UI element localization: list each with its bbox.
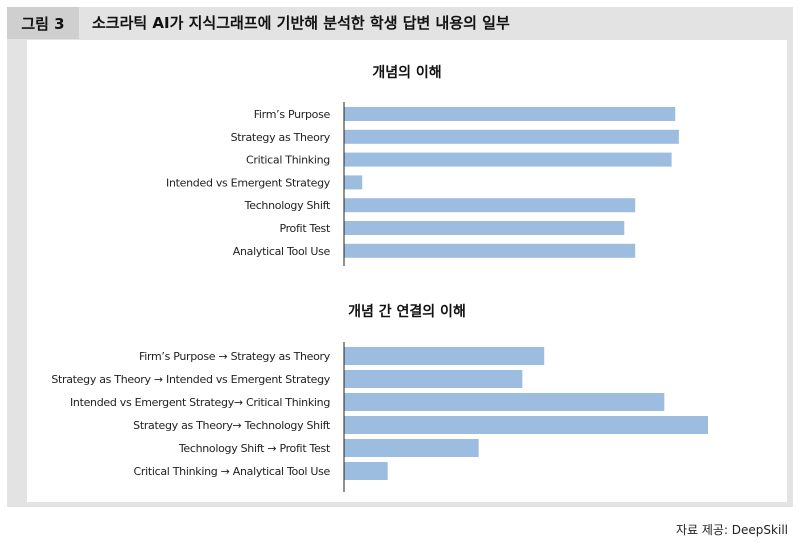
chart-2-bar xyxy=(344,393,665,411)
chart-1-bar xyxy=(344,152,672,167)
chart-2-category-label: Technology Shift → Profit Test xyxy=(178,442,331,455)
figure-header: 그림 3 소크라틱 AI가 지식그래프에 기반해 분석한 학생 답변 내용의 일… xyxy=(7,7,793,39)
figure-title: 소크라틱 AI가 지식그래프에 기반해 분석한 학생 답변 내용의 일부 xyxy=(92,14,510,32)
chart-1-category-label: Firm’s Purpose xyxy=(254,108,331,121)
chart-2-bar xyxy=(344,416,708,434)
chart-1-category-label: Intended vs Emergent Strategy xyxy=(166,176,331,189)
chart-2-title: 개념 간 연결의 이해 xyxy=(348,303,466,320)
chart-1-category-label: Analytical Tool Use xyxy=(233,245,331,258)
chart-1-category-label: Profit Test xyxy=(279,222,331,235)
chart-panel: 개념의 이해 Firm’s Purpose Strategy as Theory Cr… xyxy=(27,40,787,502)
chart-2-category-label: Strategy as Theory → Intended vs Emergen… xyxy=(51,373,330,386)
chart-1-bar xyxy=(344,243,636,258)
figure-label: 그림 3 xyxy=(7,7,79,39)
chart-2-bar xyxy=(344,370,523,388)
chart-1-bar xyxy=(344,198,636,213)
chart-1-category-label: Critical Thinking xyxy=(246,154,330,167)
figure-frame: 그림 3 소크라틱 AI가 지식그래프에 기반해 분석한 학생 답변 내용의 일… xyxy=(7,7,793,507)
chart-1-title: 개념의 이해 xyxy=(372,64,441,81)
chart-2-bar xyxy=(344,462,388,480)
chart-1-bar xyxy=(344,175,363,190)
charts-svg: 개념의 이해 Firm’s Purpose Strategy as Theory Cr… xyxy=(51,64,708,492)
chart-1-category-label: Technology Shift xyxy=(244,199,331,212)
chart-2-bar xyxy=(344,439,479,457)
chart-2-bar xyxy=(344,347,545,365)
source-credit: 자료 제공: DeepSkill xyxy=(675,523,788,537)
chart-1-bar xyxy=(344,107,676,121)
chart-1-bar xyxy=(344,129,679,144)
chart-2-category-label: Critical Thinking → Analytical Tool Use xyxy=(133,465,330,478)
chart-1-bar xyxy=(344,221,625,235)
chart-2-category-label: Firm’s Purpose → Strategy as Theory xyxy=(139,350,331,363)
chart-2-category-label: Intended vs Emergent Strategy→ Critical … xyxy=(70,396,330,409)
chart-2-category-label: Strategy as Theory→ Technology Shift xyxy=(133,419,331,432)
chart-1-category-label: Strategy as Theory xyxy=(231,131,331,144)
